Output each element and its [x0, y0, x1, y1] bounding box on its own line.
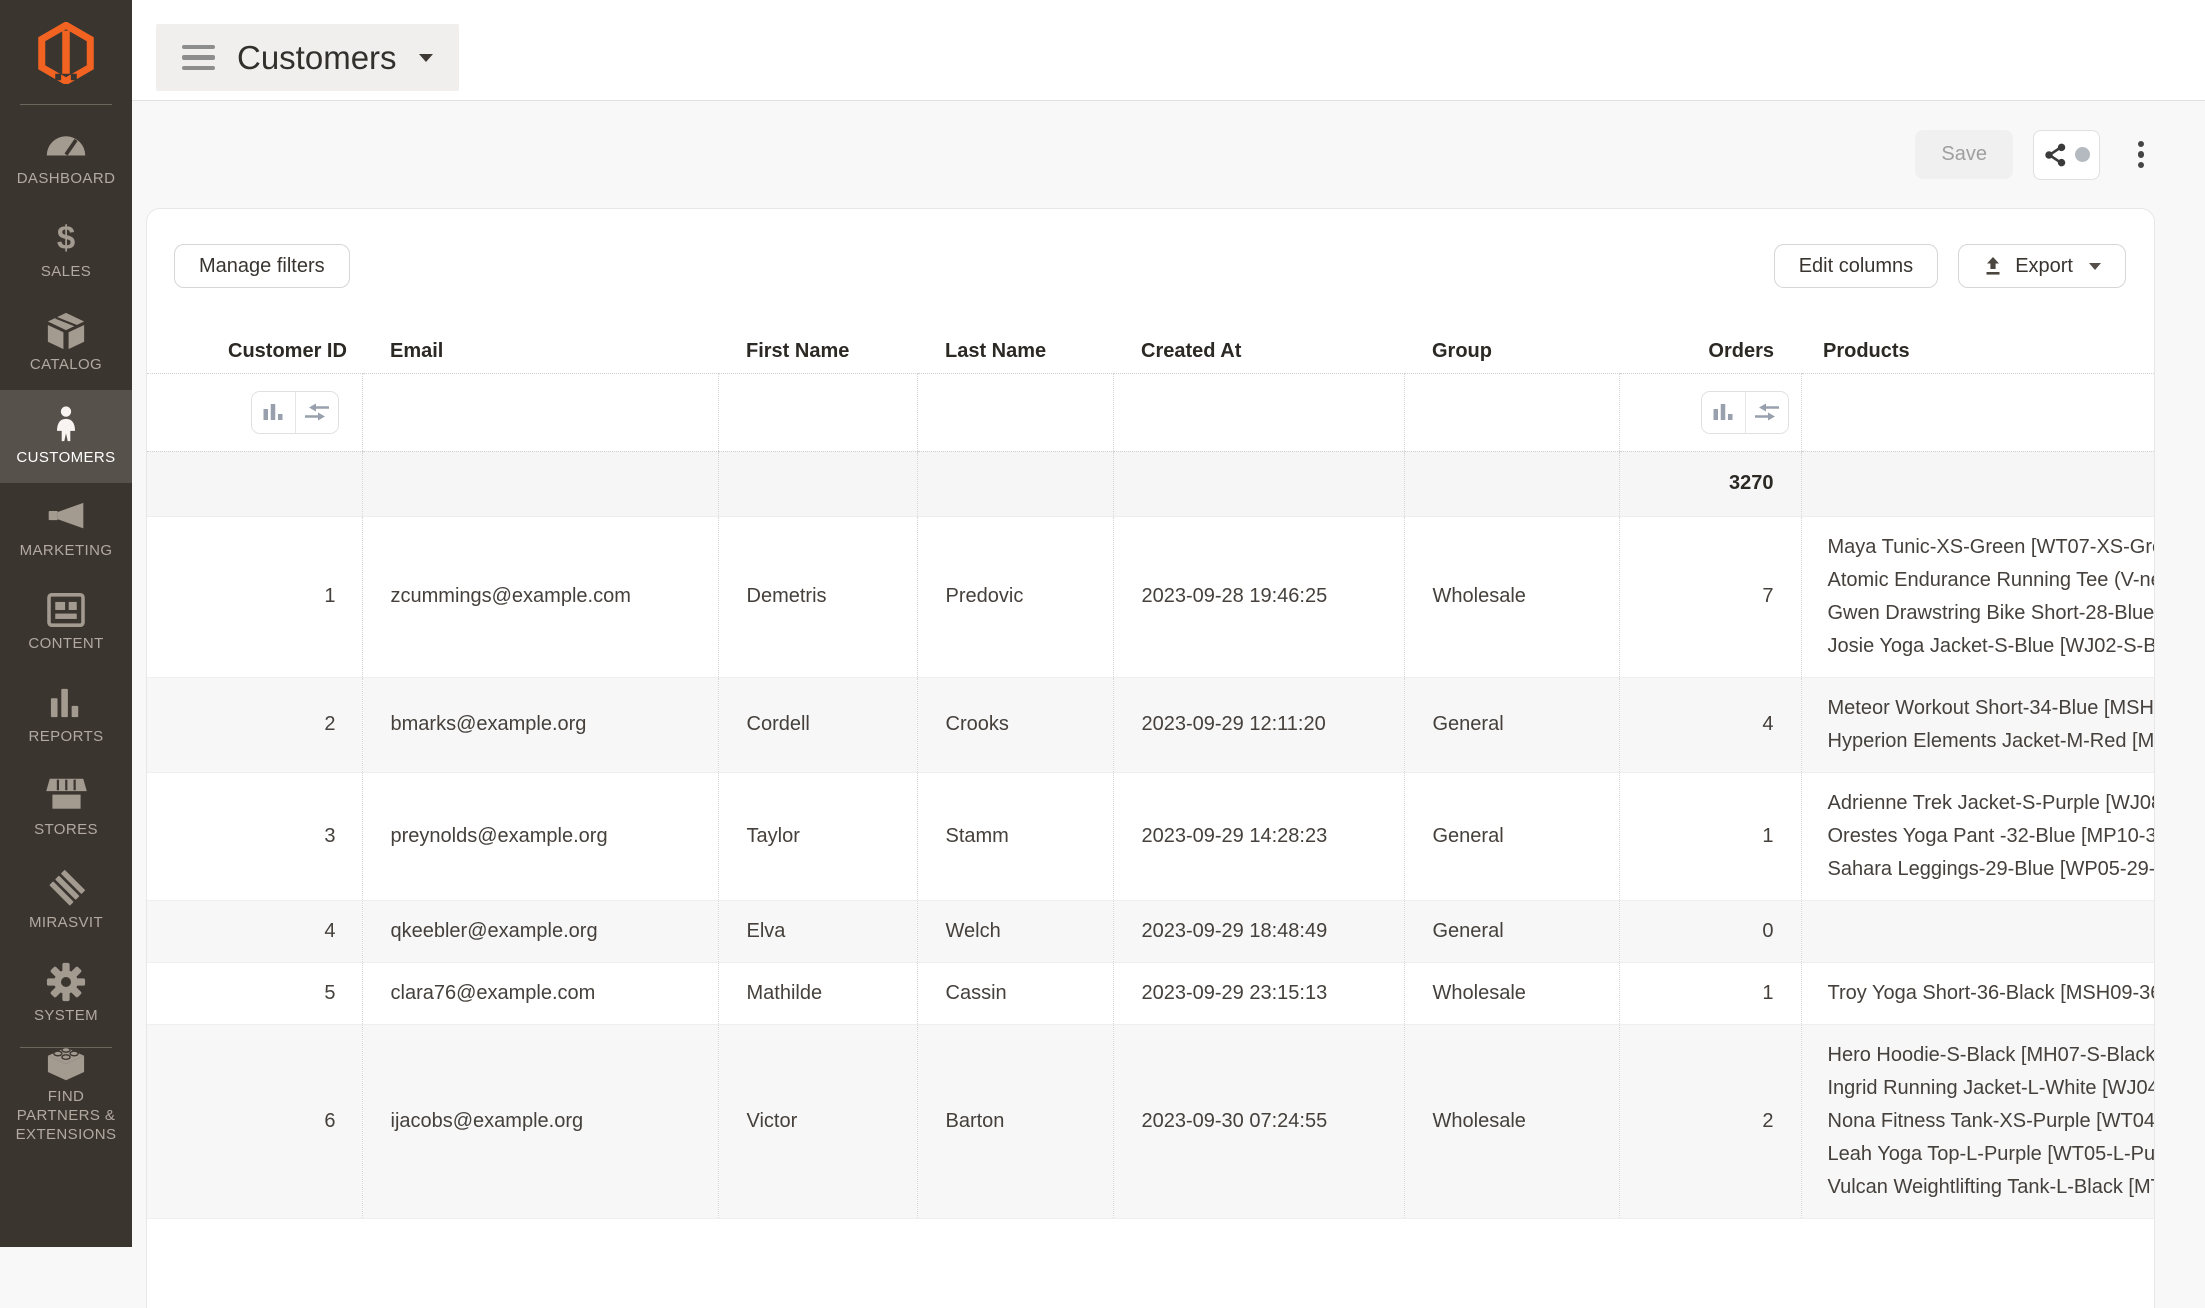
chevron-down-icon	[2089, 262, 2101, 270]
find-partners-icon	[44, 1046, 88, 1080]
marketing-icon	[45, 500, 87, 534]
chevron-down-icon	[418, 53, 433, 62]
action-bar: Save	[132, 101, 2205, 208]
export-button[interactable]: Export	[1958, 244, 2126, 288]
filter-cell-last-name	[916, 373, 1113, 452]
products-list: Meteor Workout Short-34-Blue [MSH Hyperi…	[1800, 677, 2154, 773]
filter-cell-created-at	[1112, 373, 1404, 452]
sidebar-item-dashboard[interactable]: DASHBOARD	[0, 111, 132, 204]
catalog-icon	[45, 312, 87, 349]
filter-cell-customer-id	[147, 373, 362, 452]
table-row[interactable]: 2 bmarks@example.org Cordell Crooks 2023…	[147, 677, 2154, 773]
column-header-email[interactable]: Email	[362, 331, 718, 374]
column-header-created-at[interactable]: Created At	[1113, 331, 1404, 374]
column-header-customer-id[interactable]: Customer ID	[147, 331, 362, 374]
column-header-orders[interactable]: Orders	[1619, 331, 1801, 374]
hamburger-icon	[182, 44, 215, 71]
column-chart-toggle-button[interactable]	[1701, 391, 1745, 433]
column-range-toggle-button[interactable]	[294, 391, 338, 433]
column-chart-toggle-button[interactable]	[251, 391, 295, 433]
sidebar: DASHBOARD $ SALES CATALOG	[0, 0, 132, 1247]
stores-icon	[45, 778, 88, 813]
reports-icon	[49, 686, 83, 720]
sidebar-item-sales[interactable]: $ SALES	[40, 219, 92, 280]
products-list: Troy Yoga Short-36-Black [MSH09-36-	[1800, 962, 2154, 1025]
grid-summary-row: 3270	[147, 451, 2154, 517]
sidebar-divider	[20, 1047, 112, 1048]
save-button[interactable]: Save	[1915, 130, 2013, 179]
customers-icon	[53, 405, 79, 441]
export-label: Export	[2015, 254, 2073, 277]
products-list: Adrienne Trek Jacket-S-Purple [WJ08-S Or…	[1800, 772, 2154, 901]
export-icon	[1983, 257, 2003, 275]
sidebar-item-marketing[interactable]: MARKETING	[0, 483, 132, 576]
table-row[interactable]: 3 preynolds@example.org Taylor Stamm 202…	[147, 772, 2154, 901]
orders-total: 3270	[1618, 451, 1801, 517]
edit-columns-button[interactable]: Edit columns	[1773, 244, 1939, 288]
table-row[interactable]: 6 ijacobs@example.org Victor Barton 2023…	[147, 1024, 2154, 1219]
dashboard-icon	[44, 128, 88, 162]
sales-icon: $	[56, 219, 76, 256]
share-status-dot	[2075, 147, 2090, 162]
products-list: Maya Tunic-XS-Green [WT07-XS-Gree Atomic…	[1800, 516, 2154, 678]
column-header-first-name[interactable]: First Name	[718, 331, 917, 374]
products-list	[1800, 900, 2154, 963]
products-list: Hero Hoodie-S-Black [MH07-S-Black] Ingri…	[1800, 1024, 2154, 1219]
sidebar-item-stores[interactable]: STORES	[0, 762, 132, 855]
share-button[interactable]	[2033, 129, 2100, 180]
filter-cell-orders	[1618, 373, 1801, 452]
sidebar-item-mirasvit[interactable]: MIRASVIT	[0, 855, 132, 948]
page-title: Customers	[237, 38, 397, 76]
sidebar-nav: DASHBOARD $ SALES CATALOG	[0, 111, 132, 1143]
sidebar-item-system[interactable]: SYSTEM	[0, 948, 132, 1041]
sidebar-item-content[interactable]: CONTENT	[0, 576, 132, 669]
grid-header-row: Customer ID Email First Name Last Name C…	[147, 331, 2154, 374]
content-icon	[47, 592, 85, 627]
filter-cell-products	[1800, 373, 2154, 452]
sidebar-item-find-partners[interactable]: FIND PARTNERS & EXTENSIONS	[0, 1046, 132, 1143]
sidebar-item-catalog[interactable]: CATALOG	[0, 297, 132, 390]
top-header: Customers	[132, 0, 2205, 101]
customers-grid: Customer ID Email First Name Last Name C…	[147, 331, 2154, 1219]
table-row[interactable]: 1 zcummings@example.com Demetris Predovi…	[147, 516, 2154, 678]
filter-cell-group	[1403, 373, 1619, 452]
table-row[interactable]: 5 clara76@example.com Mathilde Cassin 20…	[147, 962, 2154, 1025]
customers-grid-panel: Manage filters Edit columns Export Custo…	[146, 208, 2155, 1308]
sidebar-item-customers[interactable]: CUSTOMERS	[0, 390, 132, 483]
sidebar-divider	[20, 104, 112, 105]
sidebar-item-reports[interactable]: REPORTS	[0, 669, 132, 762]
kebab-menu-button[interactable]	[2130, 130, 2152, 180]
mirasvit-icon	[46, 869, 86, 906]
magento-logo[interactable]	[0, 0, 132, 84]
grid-filter-row	[147, 373, 2154, 452]
filter-cell-email	[361, 373, 718, 452]
column-header-last-name[interactable]: Last Name	[917, 331, 1113, 374]
system-icon	[46, 962, 86, 1001]
manage-filters-button[interactable]: Manage filters	[174, 244, 350, 288]
column-range-toggle-button[interactable]	[1744, 391, 1788, 433]
column-header-group[interactable]: Group	[1404, 331, 1619, 374]
column-header-products[interactable]: Products	[1801, 331, 2154, 374]
table-row[interactable]: 4 qkeebler@example.org Elva Welch 2023-0…	[147, 900, 2154, 963]
grid-toolbar: Manage filters Edit columns Export	[147, 209, 2154, 331]
share-icon	[2043, 143, 2067, 167]
filter-cell-first-name	[717, 373, 917, 452]
page-title-menu[interactable]: Customers	[156, 24, 459, 91]
